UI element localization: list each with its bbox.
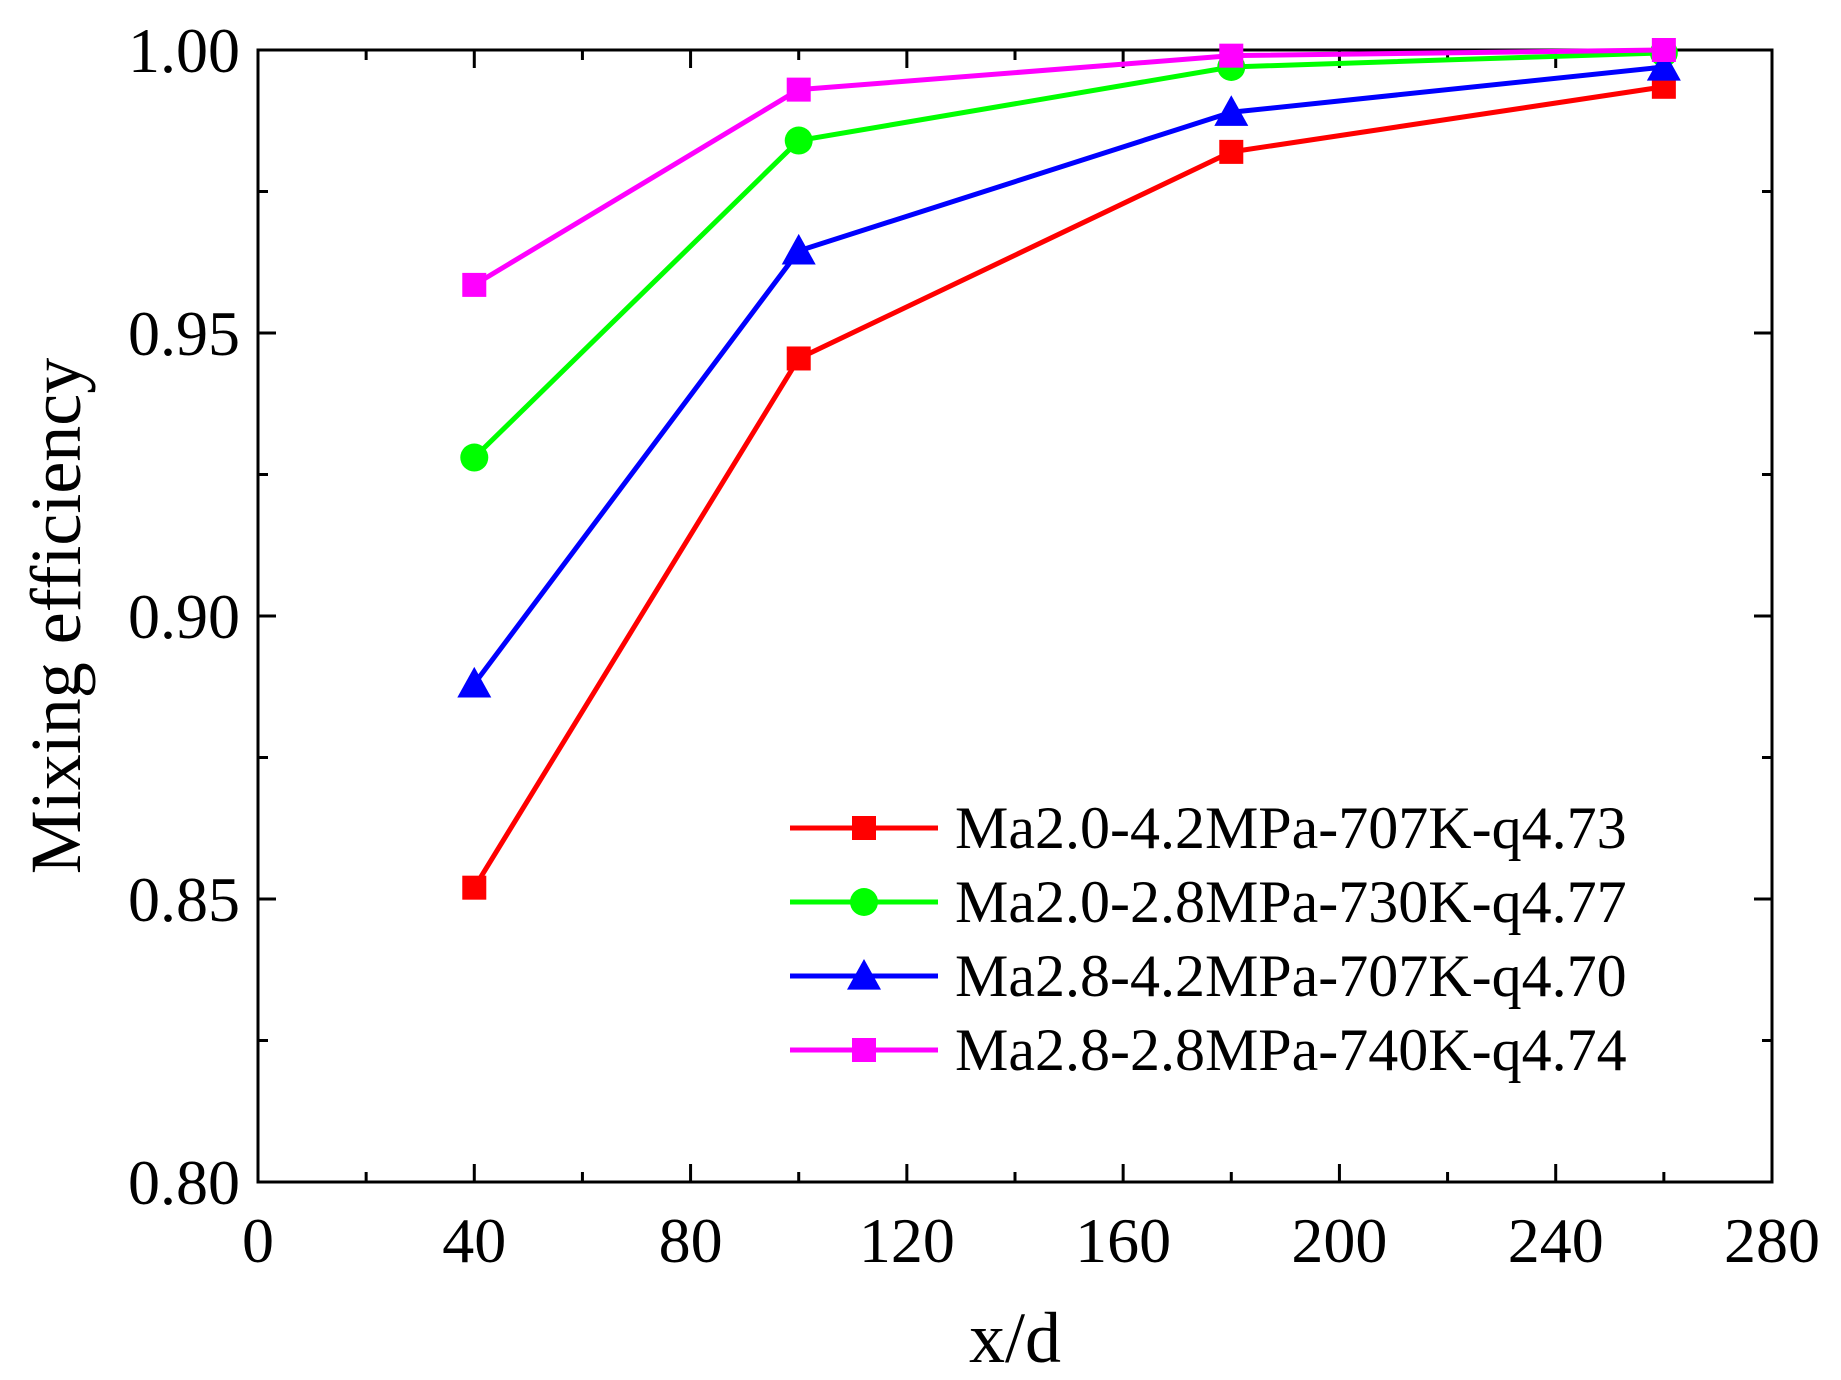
legend-item: Ma2.0-2.8MPa-730K-q4.77 [790,869,1627,935]
data-point [462,875,487,900]
data-point [1651,38,1676,62]
series-line [472,64,1665,686]
y-tick-label: 0.95 [128,298,240,369]
y-tick-label: 1.00 [128,15,240,86]
series-4 [462,38,1676,297]
x-tick-label: 120 [859,1205,955,1276]
data-point [462,272,487,297]
x-tick-label: 280 [1724,1205,1820,1276]
legend-item: Ma2.8-4.2MPa-707K-q4.70 [790,943,1627,1009]
series-line [472,50,1664,460]
y-tick-label: 0.90 [128,581,240,652]
series-3 [457,49,1681,698]
legend-label: Ma2.0-2.8MPa-730K-q4.77 [955,869,1627,935]
plot-area [256,48,1774,1184]
x-axis: 0 40 80 120 160 200 240 280 [242,50,1820,1276]
data-point [457,666,492,698]
x-tick-label: 240 [1508,1205,1604,1276]
y-axis: 0.80 0.85 0.90 0.95 1.00 [128,15,1772,1218]
legend-marker [850,888,878,916]
x-tick-label: 200 [1291,1205,1387,1276]
series-line [472,84,1665,889]
data-point [460,443,489,472]
x-tick-label: 40 [442,1205,506,1276]
legend-label: Ma2.8-4.2MPa-707K-q4.70 [955,943,1627,1009]
legend-marker [852,816,876,840]
y-tick-label: 0.80 [128,1147,240,1218]
data-point [781,233,816,265]
legend: Ma2.0-4.2MPa-707K-q4.73 Ma2.0-2.8MPa-730K… [790,795,1627,1083]
data-point [1214,95,1249,126]
data-point [1219,139,1244,164]
y-tick-label: 0.85 [128,864,240,935]
legend-label: Ma2.8-2.8MPa-740K-q4.74 [955,1017,1627,1083]
x-axis-title: x/d [969,1298,1061,1378]
legend-label: Ma2.0-4.2MPa-707K-q4.73 [955,795,1627,861]
x-tick-label: 0 [242,1205,274,1276]
legend-item: Ma2.0-4.2MPa-707K-q4.73 [790,795,1627,861]
legend-item: Ma2.8-2.8MPa-740K-q4.74 [790,1017,1627,1083]
data-point [1646,49,1681,81]
data-point [786,77,811,102]
series-layer [457,38,1681,900]
legend-marker [852,1038,876,1062]
data-point [784,126,813,155]
x-tick-label: 80 [659,1205,723,1276]
y-axis-title: Mixing efficiency [16,358,96,875]
x-tick-label: 160 [1075,1205,1171,1276]
series-line [472,47,1664,288]
data-point [1219,43,1244,68]
data-point [786,346,811,371]
legend-marker [847,959,881,990]
